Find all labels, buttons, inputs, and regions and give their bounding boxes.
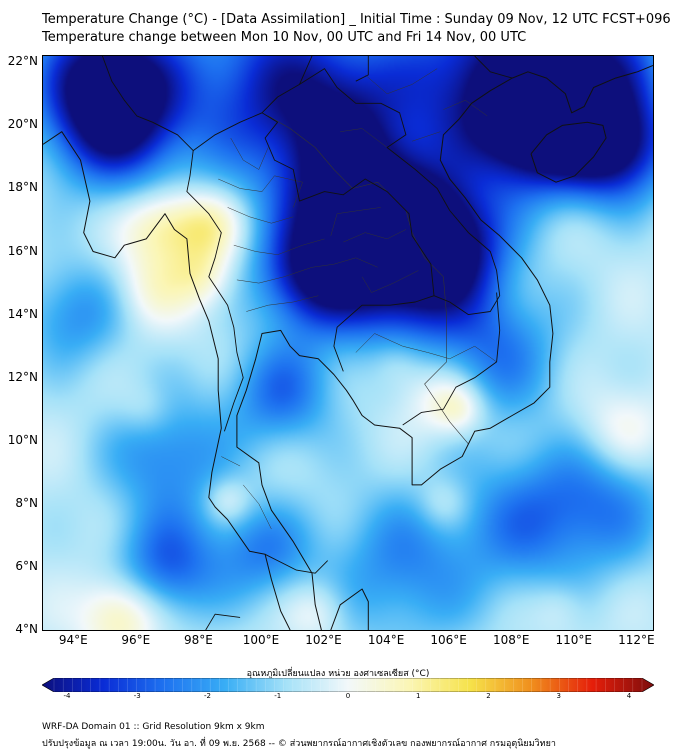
- province-boundary-10: [243, 484, 272, 530]
- province-boundary-0: [230, 137, 269, 170]
- lon-tick-label: 102°E: [305, 633, 342, 647]
- country-border-5: [355, 56, 369, 82]
- lat-tick-label: 12°N: [7, 369, 38, 384]
- lat-tick-label: 10°N: [7, 432, 38, 447]
- lon-tick-label: 100°E: [242, 633, 280, 647]
- river-0: [268, 115, 469, 445]
- province-boundary-14: [449, 345, 497, 363]
- lat-tick-label: 8°N: [15, 495, 38, 510]
- colorbar: [42, 678, 654, 692]
- lat-tick-label: 22°N: [7, 54, 38, 69]
- province-boundary-17: [340, 128, 388, 148]
- lat-tick-label: 6°N: [15, 558, 38, 573]
- lat-tick-label: 16°N: [7, 243, 38, 258]
- footer-model-info: WRF-DA Domain 01 :: Grid Resolution 9km …: [42, 722, 265, 732]
- colorbar-tick-label: -3: [133, 692, 141, 700]
- coastline-2: [236, 65, 653, 630]
- country-border-2: [261, 56, 313, 114]
- colorbar-tick-label: -1: [274, 692, 282, 700]
- colorbar-tick-label: 3: [556, 692, 561, 700]
- country-border-1: [192, 112, 435, 372]
- lon-tick-label: 106°E: [430, 633, 467, 647]
- colorbar-tick-label: -2: [204, 692, 211, 700]
- province-boundary-18: [365, 68, 438, 95]
- lat-tick-label: 18°N: [7, 180, 38, 195]
- temperature-change-map: [42, 55, 654, 631]
- map-title-line2: Temperature change between Mon 10 Nov, 0…: [42, 30, 527, 45]
- colorbar-tick-label: 0: [345, 692, 351, 700]
- province-boundary-12: [443, 99, 488, 117]
- lon-tick-label: 94°E: [58, 633, 88, 647]
- country-border-0: [101, 56, 244, 432]
- province-boundary-11: [221, 456, 241, 467]
- colorbar-tick-label: -4: [63, 692, 71, 700]
- lat-tick-label: 20°N: [7, 117, 38, 132]
- map-title-line1: Temperature Change (°C) - [Data Assimila…: [42, 12, 671, 27]
- country-border-4: [402, 292, 501, 426]
- province-boundary-15: [402, 345, 450, 360]
- province-boundary-13: [412, 131, 441, 142]
- lon-tick-label: 96°E: [121, 633, 151, 647]
- country-border-7: [264, 553, 329, 574]
- country-border-6: [474, 56, 513, 79]
- colorbar-tick-label: 2: [486, 692, 491, 700]
- lon-tick-label: 104°E: [367, 633, 405, 647]
- lon-tick-label: 108°E: [492, 633, 530, 647]
- footer-credit: ปรับปรุงข้อมูล ณ เวลา 19:00น. วัน อา. ที…: [42, 739, 556, 749]
- colorbar-tick-label: 4: [626, 692, 632, 700]
- province-boundary-8: [361, 270, 419, 293]
- lat-tick-label: 14°N: [7, 306, 38, 321]
- lon-tick-label: 112°E: [618, 633, 655, 647]
- coastline-0: [43, 131, 291, 630]
- province-boundary-5: [246, 295, 319, 312]
- province-boundary-16: [355, 333, 403, 353]
- province-boundary-9: [274, 175, 303, 208]
- lon-tick-label: 110°E: [555, 633, 593, 647]
- colorbar-gradient: [42, 678, 654, 692]
- colorbar-tick-label: 1: [416, 692, 421, 700]
- coastline-3: [530, 121, 607, 183]
- temperature-field-shading: [43, 56, 653, 630]
- map-geography-overlay: [43, 56, 653, 630]
- lat-tick-label: 4°N: [15, 622, 38, 636]
- province-boundary-3: [233, 238, 325, 255]
- country-border-3: [299, 68, 501, 316]
- coastline-1: [330, 588, 369, 630]
- province-boundary-6: [330, 207, 381, 236]
- province-boundary-2: [227, 207, 294, 224]
- lon-tick-label: 98°E: [183, 633, 213, 647]
- province-boundary-1: [218, 175, 275, 192]
- country-border-8: [205, 613, 241, 630]
- province-boundary-4: [236, 257, 378, 284]
- colorbar-title: อุณหภูมิเปลี่ยนแปลง หน่วย องศาเซลเซียส (…: [246, 669, 430, 679]
- province-boundary-7: [343, 229, 407, 243]
